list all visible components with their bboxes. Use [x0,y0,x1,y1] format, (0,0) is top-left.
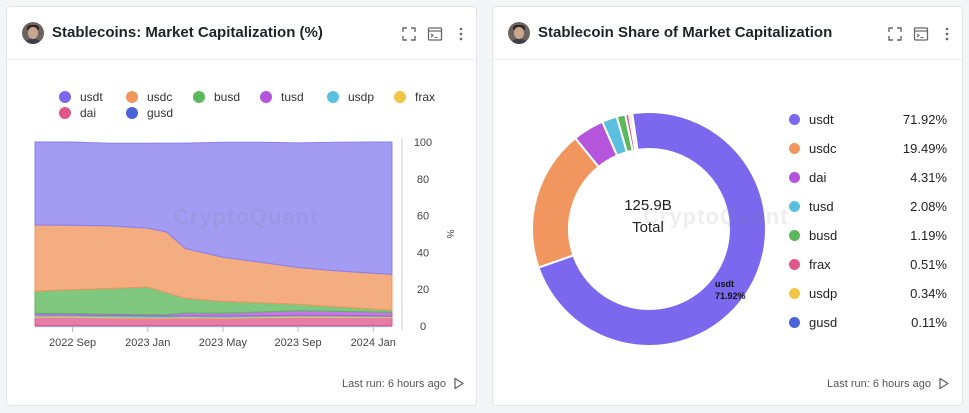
donut-center-value: 125.9B [624,197,672,214]
legend-value: 0.34% [910,286,947,301]
pie-legend-item-frax[interactable]: frax 0.51% [785,257,947,275]
legend-item-busd[interactable]: busd [193,90,240,104]
donut-slice-usdc[interactable] [531,136,601,269]
legend-value: 0.11% [911,315,947,330]
pie-legend-item-gusd[interactable]: gusd 0.11% [785,315,947,333]
donut-chart [531,111,767,347]
card-header: Stablecoin Share of Market Capitalizatio… [493,7,962,60]
legend-swatch [789,317,800,328]
slice-label-name: usdt [715,279,734,289]
legend-label: tusd [281,90,304,104]
legend-swatch [59,107,71,119]
donut-slice-usdt[interactable] [537,111,767,347]
legend-label: usdp [809,286,838,301]
slice-label-value: 71.92% [715,291,746,301]
y-tick-label: 20 [417,284,429,296]
legend-swatch [789,201,800,212]
play-icon[interactable] [453,377,465,390]
card-title: Stablecoin Share of Market Capitalizatio… [538,24,833,41]
x-tick-label: 2023 May [199,337,248,349]
legend-label: busd [809,228,838,243]
legend-swatch [126,91,138,103]
donut-center-label: Total [632,219,664,236]
legend-item-usdt[interactable]: usdt [59,90,103,104]
pie-legend-item-usdp[interactable]: usdp 0.34% [785,286,947,304]
legend-swatch [327,91,339,103]
legend-label: frax [415,90,436,104]
fullscreen-icon[interactable] [401,26,417,42]
legend-label: usdc [809,141,837,156]
y-axis-label: % [444,230,455,239]
legend-swatch [193,91,205,103]
legend-value: 0.51% [910,257,947,272]
card-header: Stablecoins: Market Capitalization (%) [7,7,476,60]
fullscreen-icon[interactable] [887,26,903,42]
legend-item-usdp[interactable]: usdp [327,90,374,104]
legend-swatch [394,91,406,103]
pie-legend-item-usdt[interactable]: usdt 71.92% [785,112,947,130]
card-title: Stablecoins: Market Capitalization (%) [52,24,323,41]
more-vertical-icon[interactable] [939,26,955,42]
y-tick-label: 0 [420,321,426,333]
legend-value: 1.19% [910,228,947,243]
last-run-text: Last run: 6 hours ago [827,378,931,390]
legend-value: 2.08% [910,199,947,214]
card-market-cap-percent: Stablecoins: Market Capitalization (%) u… [6,6,477,406]
legend-swatch [789,172,800,183]
y-tick-label: 40 [417,247,429,259]
stacked-area-chart: 0 20 40 60 80 100% 2022 Sep 2023 Jan 2023 May 202… [34,137,455,349]
legend-swatch [260,91,272,103]
legend-item-tusd[interactable]: tusd [260,90,304,104]
legend-label: dai [80,106,97,120]
legend-swatch [789,114,800,125]
legend-item-gusd[interactable]: gusd [126,106,173,120]
legend-swatch [789,288,800,299]
legend-swatch [789,230,800,241]
x-tick-label: 2022 Sep [49,337,96,349]
legend-label: tusd [809,199,834,214]
x-tick-label: 2024 Jan [351,337,396,349]
legend-label: busd [214,90,241,104]
x-tick-label: 2023 Jan [125,337,170,349]
legend-label: usdc [147,90,173,104]
legend-item-dai[interactable]: dai [59,106,96,120]
donut-slice-gusd[interactable] [630,112,639,152]
last-run-text: Last run: 6 hours ago [342,378,446,390]
terminal-icon[interactable] [913,26,929,42]
pie-legend-item-usdc[interactable]: usdc 19.49% [785,141,947,159]
legend-label: usdt [80,90,103,104]
more-vertical-icon[interactable] [453,26,469,42]
legend-label: usdp [348,90,375,104]
avatar [22,22,44,44]
legend-label: dai [809,170,827,185]
legend-swatch [59,91,71,103]
legend-value: 4.31% [910,170,947,185]
legend-swatch [789,259,800,270]
y-tick-label: 80 [417,174,429,186]
avatar [508,22,530,44]
terminal-icon[interactable] [427,26,443,42]
legend-swatch [789,143,800,154]
y-tick-label: 60 [417,211,429,223]
pie-legend-item-dai[interactable]: dai 4.31% [785,170,947,188]
pie-legend-item-tusd[interactable]: tusd 2.08% [785,199,947,217]
legend-label: usdt [809,112,834,127]
x-tick-label: 2023 Sep [274,337,321,349]
legend-label: gusd [809,315,838,330]
legend-item-usdc[interactable]: usdc [126,90,172,104]
play-icon[interactable] [938,377,950,390]
y-tick-label: 100 [414,137,432,149]
legend-value: 71.92% [902,112,947,127]
pie-legend-item-busd[interactable]: busd 1.19% [785,228,947,246]
legend-value: 19.49% [902,141,947,156]
card-market-share: Stablecoin Share of Market Capitalizatio… [492,6,963,406]
legend-label: gusd [147,106,174,120]
legend-label: frax [809,257,831,272]
legend-swatch [126,107,138,119]
legend-item-frax[interactable]: frax [394,90,435,104]
area-series-usdt[interactable] [34,141,393,275]
